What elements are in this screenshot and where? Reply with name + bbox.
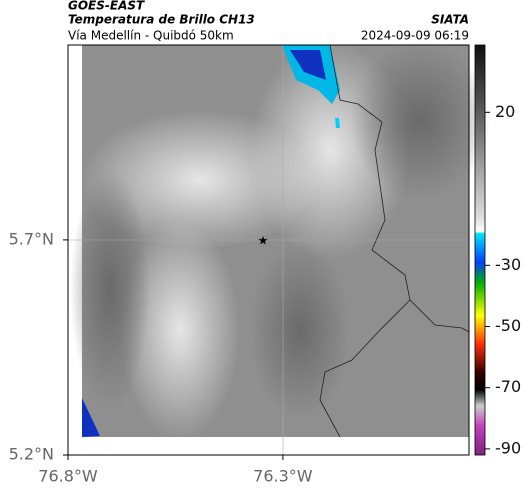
colorbar [474,44,486,456]
source: SIATA [431,13,469,27]
colorbar-tick-label: -50 [495,316,521,335]
borders [319,44,470,438]
colorbar-tick-label: -30 [495,255,521,274]
satellite: GOES-EAST [68,0,145,13]
y-tick-label: 5.2°N [9,445,54,464]
gridlines [68,45,469,455]
y-tick-label: 5.7°N [9,229,54,248]
map-frame [67,44,470,456]
colorbar-tick-label: 20 [495,102,515,121]
colorbar-tick-label: -90 [495,438,521,457]
x-tick-label: 76.3°W [253,467,313,486]
x-tick-label: 76.8°W [38,467,98,486]
subtitle: Vía Medellín - Quibdó 50km [68,29,234,43]
satellite-image [70,40,490,440]
datetime: 2024-09-09 06:19 [361,29,469,43]
city-marker: ★ [258,234,269,248]
colorbar-tick-label: -70 [495,377,521,396]
title: Temperatura de Brillo CH13 [68,13,255,27]
